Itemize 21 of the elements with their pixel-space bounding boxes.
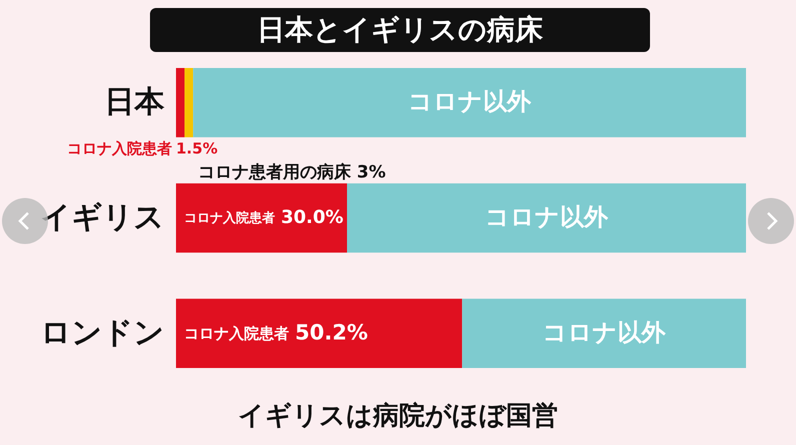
bar — [184, 68, 194, 138]
y-tick-label: ロンドン — [40, 315, 164, 350]
annotation: コロナ患者用の病床 3% — [198, 162, 386, 183]
text: コロナ入院患者 — [184, 324, 289, 342]
data-label: 50.2% — [295, 320, 368, 344]
bar — [193, 68, 746, 138]
series-label: コロナ以外 — [408, 88, 532, 116]
text: イギリスは病院がほぼ国営 — [237, 400, 559, 433]
data-label: 1.5% — [176, 140, 218, 158]
text: コロナ入院患者 — [184, 211, 275, 226]
bar — [176, 68, 185, 138]
data-label: 30.0% — [281, 207, 344, 228]
text: コロナ以外 — [485, 203, 608, 231]
bar — [176, 298, 462, 368]
y-tick-label: 日本 — [104, 84, 166, 120]
y-tick-label: イギリス — [40, 200, 164, 235]
bar — [462, 298, 746, 368]
bar — [176, 183, 347, 253]
bar — [347, 183, 746, 253]
series-label: コロナ入院患者 — [67, 140, 172, 158]
text: コロナ以外 — [542, 318, 666, 346]
